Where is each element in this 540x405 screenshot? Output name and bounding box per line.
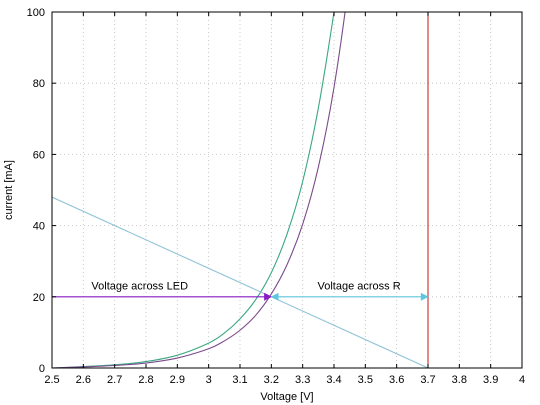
x-tick-label: 2.5 (44, 374, 59, 386)
plot-frame (51, 11, 523, 369)
x-tick-label: 3.5 (358, 374, 373, 386)
x-tick-label: 3.2 (264, 374, 279, 386)
x-tick-label: 4 (519, 374, 525, 386)
y-tick-label: 0 (39, 363, 45, 375)
y-tick-label: 40 (33, 221, 45, 233)
annotation-label-0: Voltage across LED (91, 281, 188, 293)
x-tick-label: 2.6 (76, 374, 91, 386)
series-line-0 (52, 12, 335, 368)
y-axis-label: current [mA] (3, 160, 15, 220)
y-ticks: 0 20 40 60 80 100 (27, 7, 522, 375)
x-tick-label: 3.6 (389, 374, 404, 386)
x-ticks: 2.5 2.6 2.7 2.8 2.9 3 3.1 3.2 3.3 3.4 3.5 3.6 3.7 3.8… (44, 12, 525, 386)
x-tick-label: 2.9 (170, 374, 185, 386)
x-axis-label: Voltage [V] (260, 391, 313, 403)
y-tick-label: 60 (33, 149, 45, 161)
x-tick-label: 3.8 (452, 374, 467, 386)
x-tick-label: 3.7 (420, 374, 435, 386)
y-tick-label: 20 (33, 292, 45, 304)
x-tick-label: 2.8 (138, 374, 153, 386)
grid (52, 12, 522, 368)
series-group (52, 12, 429, 368)
y-tick-label: 100 (27, 7, 45, 19)
x-tick-label: 3 (206, 374, 212, 386)
x-tick-label: 3.3 (295, 374, 310, 386)
x-tick-label: 3.4 (326, 374, 341, 386)
annotation-label-1: Voltage across R (317, 281, 400, 293)
series-line-1 (52, 12, 346, 368)
x-tick-label: 3.9 (483, 374, 498, 386)
x-tick-label: 3.1 (232, 374, 247, 386)
series-line-2 (52, 196, 429, 368)
annotations-group: Voltage across LED Voltage across R (52, 281, 429, 301)
x-tick-label: 2.7 (107, 374, 122, 386)
y-tick-label: 80 (33, 78, 45, 90)
